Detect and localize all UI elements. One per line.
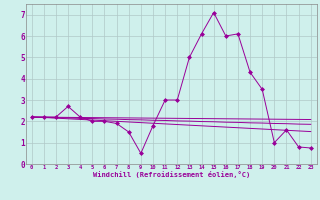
X-axis label: Windchill (Refroidissement éolien,°C): Windchill (Refroidissement éolien,°C) bbox=[92, 171, 250, 178]
